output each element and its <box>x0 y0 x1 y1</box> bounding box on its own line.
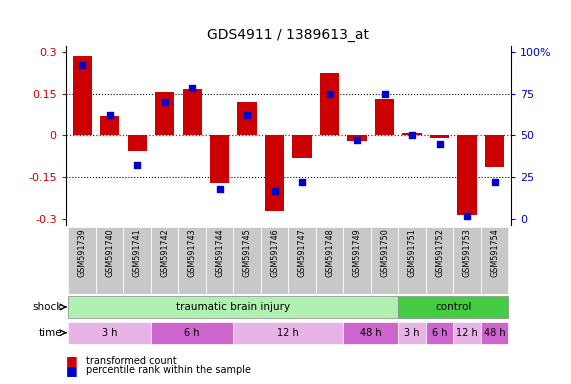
Text: GSM591743: GSM591743 <box>188 228 196 277</box>
Text: 6 h: 6 h <box>432 328 447 338</box>
Bar <box>288 227 316 294</box>
Bar <box>123 227 151 294</box>
Point <box>463 213 472 219</box>
Text: GSM591748: GSM591748 <box>325 228 334 277</box>
Text: GSM591749: GSM591749 <box>352 228 361 277</box>
Bar <box>183 89 202 136</box>
Bar <box>348 136 367 141</box>
Bar <box>485 136 504 167</box>
Text: ■: ■ <box>66 354 82 367</box>
Point <box>78 62 87 68</box>
Text: GSM591750: GSM591750 <box>380 228 389 277</box>
Text: 3 h: 3 h <box>404 328 420 338</box>
Bar <box>343 321 399 344</box>
Bar <box>151 321 234 344</box>
Point <box>380 91 389 97</box>
Text: GSM591747: GSM591747 <box>297 228 307 277</box>
Bar <box>292 136 312 158</box>
Text: GSM591752: GSM591752 <box>435 228 444 278</box>
Bar <box>127 136 147 151</box>
Bar <box>320 73 339 136</box>
Point <box>408 132 417 139</box>
Bar <box>403 132 422 136</box>
Point <box>215 186 224 192</box>
Point <box>325 91 334 97</box>
Bar <box>100 116 119 136</box>
Text: 12 h: 12 h <box>456 328 478 338</box>
Text: 3 h: 3 h <box>102 328 118 338</box>
Bar <box>234 227 261 294</box>
Bar <box>234 321 343 344</box>
Bar <box>69 321 151 344</box>
Bar <box>238 102 257 136</box>
Text: 12 h: 12 h <box>278 328 299 338</box>
Bar <box>69 296 399 318</box>
Bar <box>343 227 371 294</box>
Point <box>160 99 169 105</box>
Point <box>187 85 196 91</box>
Text: GSM591740: GSM591740 <box>105 228 114 277</box>
Bar <box>481 321 508 344</box>
Text: GSM591746: GSM591746 <box>270 228 279 277</box>
Bar <box>453 321 481 344</box>
Text: GSM591744: GSM591744 <box>215 228 224 277</box>
Text: GSM591754: GSM591754 <box>490 228 499 277</box>
Text: GSM591742: GSM591742 <box>160 228 169 277</box>
Point <box>297 179 307 185</box>
Bar <box>210 136 229 183</box>
Text: transformed count: transformed count <box>86 356 176 366</box>
Bar <box>430 136 449 138</box>
Bar <box>178 227 206 294</box>
Title: GDS4911 / 1389613_at: GDS4911 / 1389613_at <box>207 28 369 42</box>
Text: shock: shock <box>33 302 63 312</box>
Point <box>352 137 361 144</box>
Text: traumatic brain injury: traumatic brain injury <box>176 302 291 312</box>
Text: GSM591741: GSM591741 <box>132 228 142 277</box>
Text: 48 h: 48 h <box>360 328 381 338</box>
Bar <box>399 227 426 294</box>
Text: 48 h: 48 h <box>484 328 505 338</box>
Bar <box>265 136 284 211</box>
Point <box>490 179 499 185</box>
Bar <box>399 296 508 318</box>
Bar <box>453 227 481 294</box>
Bar <box>426 321 453 344</box>
Bar <box>371 227 399 294</box>
Bar <box>375 99 394 136</box>
Bar <box>316 227 343 294</box>
Text: 6 h: 6 h <box>184 328 200 338</box>
Point <box>105 112 114 118</box>
Point <box>243 112 252 118</box>
Bar <box>426 227 453 294</box>
Bar <box>155 92 174 136</box>
Bar <box>206 227 234 294</box>
Bar <box>481 227 508 294</box>
Text: GSM591751: GSM591751 <box>408 228 417 277</box>
Text: GSM591739: GSM591739 <box>78 228 87 277</box>
Text: percentile rank within the sample: percentile rank within the sample <box>86 365 251 375</box>
Bar <box>151 227 178 294</box>
Bar <box>69 227 96 294</box>
Text: ■: ■ <box>66 364 82 377</box>
Bar <box>399 321 426 344</box>
Text: time: time <box>39 328 63 338</box>
Point <box>435 141 444 147</box>
Bar <box>96 227 123 294</box>
Text: GSM591753: GSM591753 <box>463 228 472 277</box>
Text: control: control <box>435 302 472 312</box>
Point <box>270 187 279 194</box>
Bar <box>73 56 92 136</box>
Point <box>132 162 142 169</box>
Bar <box>457 136 477 215</box>
Text: GSM591745: GSM591745 <box>243 228 252 277</box>
Bar <box>261 227 288 294</box>
